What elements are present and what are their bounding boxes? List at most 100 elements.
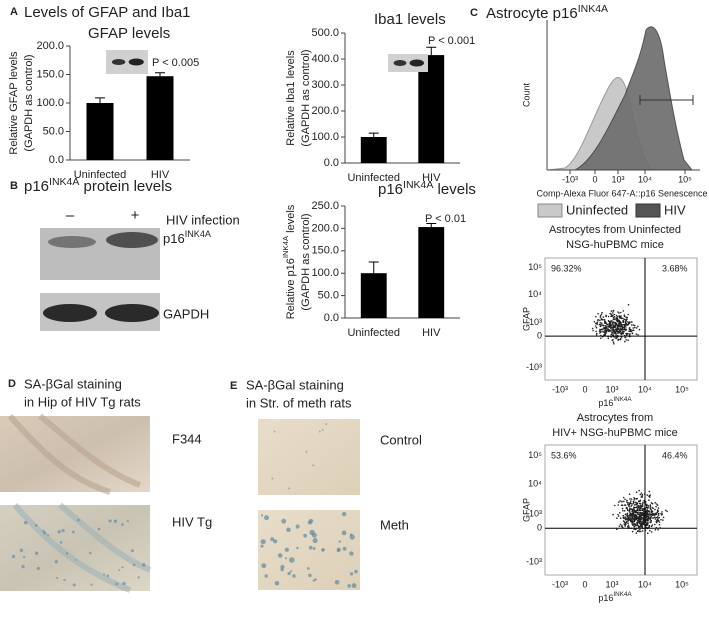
scatter-title: NSG-huPBMC mice bbox=[566, 239, 664, 251]
x-tick-label: 10⁵ bbox=[675, 579, 689, 589]
cell-dot bbox=[623, 517, 625, 520]
cell-dot bbox=[637, 529, 640, 532]
cell-dot bbox=[638, 489, 640, 492]
cell-dot bbox=[623, 523, 625, 525]
stain-speck bbox=[296, 546, 299, 550]
cell-dot bbox=[654, 501, 656, 504]
cell-dot bbox=[601, 328, 604, 331]
cell-dot bbox=[594, 325, 597, 327]
cell-dot bbox=[629, 498, 631, 500]
cell-dot bbox=[635, 327, 638, 329]
y-tick-label: 10⁵ bbox=[528, 450, 542, 460]
cell-dot bbox=[631, 329, 634, 332]
cell-dot bbox=[599, 316, 602, 318]
y-tick-label: 100.0 bbox=[311, 267, 339, 279]
cell-dot bbox=[617, 318, 619, 321]
annotation: P < 0.005 bbox=[152, 57, 199, 69]
cell-dot bbox=[633, 528, 635, 531]
image-label: F344 bbox=[172, 431, 202, 446]
stain-speck bbox=[341, 530, 347, 536]
text-part: levels bbox=[285, 204, 297, 236]
cell-dot bbox=[598, 323, 601, 326]
cell-dot bbox=[639, 526, 641, 528]
cell-dot bbox=[626, 316, 629, 319]
cell-dot bbox=[604, 320, 606, 323]
scatter-title: Astrocytes from Uninfected bbox=[549, 224, 681, 236]
cell-dot bbox=[599, 328, 601, 331]
cell-dot bbox=[640, 517, 643, 519]
cell-dot bbox=[620, 323, 623, 326]
cell-dot bbox=[605, 315, 607, 318]
cell-dot bbox=[596, 321, 599, 324]
cell-dot bbox=[626, 520, 628, 523]
cell-dot bbox=[604, 329, 606, 332]
cell-dot bbox=[635, 503, 638, 506]
cell-dot bbox=[639, 530, 642, 533]
stain-speck bbox=[121, 523, 124, 527]
cell-dot bbox=[660, 518, 662, 521]
cell-dot bbox=[616, 320, 619, 323]
cell-dot bbox=[628, 526, 630, 528]
cell-dot bbox=[660, 512, 662, 515]
cell-dot bbox=[613, 325, 615, 328]
cell-dot bbox=[633, 513, 635, 515]
cell-dot bbox=[632, 521, 634, 523]
bar bbox=[86, 103, 114, 160]
stain-speck bbox=[354, 569, 358, 574]
stain-speck bbox=[47, 534, 50, 537]
text-part: p16 bbox=[598, 398, 613, 408]
blot-band bbox=[43, 304, 97, 322]
legend-swatch bbox=[537, 203, 563, 218]
cell-dot bbox=[634, 511, 637, 514]
stain-speck bbox=[23, 520, 28, 525]
panel-title: in Hip of HIV Tg rats bbox=[24, 394, 141, 409]
cell-dot bbox=[625, 339, 627, 341]
cell-dot bbox=[623, 318, 626, 321]
cell-dot bbox=[624, 321, 627, 324]
scatter-title: HIV+ NSG-huPBMC mice bbox=[552, 427, 678, 439]
cell-dot bbox=[604, 325, 607, 327]
cell-dot bbox=[626, 509, 629, 512]
cell-dot bbox=[626, 332, 628, 335]
stain-speck bbox=[21, 564, 25, 569]
stain-speck bbox=[54, 560, 59, 564]
cell-dot bbox=[620, 333, 623, 336]
cell-dot bbox=[639, 507, 641, 509]
superscript: INK4A bbox=[281, 235, 290, 258]
x-tick-label: Uninfected bbox=[74, 169, 127, 181]
cell-dot bbox=[626, 515, 629, 518]
cell-dot bbox=[635, 333, 638, 335]
stain-speck bbox=[288, 487, 291, 490]
blot-band bbox=[128, 58, 144, 66]
stain-speck bbox=[141, 563, 146, 567]
cell-dot bbox=[634, 510, 637, 512]
cell-dot bbox=[639, 500, 641, 503]
cell-dot bbox=[636, 515, 638, 518]
stain-speck bbox=[36, 566, 40, 571]
cell-dot bbox=[622, 510, 624, 512]
x-tick-label: 0 bbox=[582, 579, 587, 589]
cell-dot bbox=[653, 512, 655, 515]
stain-speck bbox=[132, 563, 136, 567]
cell-dot bbox=[612, 316, 615, 319]
cell-dot bbox=[658, 521, 661, 523]
stain-speck bbox=[341, 511, 347, 517]
cell-dot bbox=[627, 322, 630, 325]
cell-dot bbox=[600, 313, 603, 316]
cell-dot bbox=[612, 324, 615, 326]
cell-dot bbox=[649, 513, 651, 515]
cell-dot bbox=[657, 517, 659, 520]
y-tick-label: 10³ bbox=[529, 317, 542, 327]
stain-speck bbox=[289, 557, 295, 563]
cell-dot bbox=[651, 510, 654, 513]
bar bbox=[146, 76, 174, 160]
cell-dot bbox=[604, 322, 607, 325]
quadrant-percent: 96.32% bbox=[551, 263, 582, 273]
panel-letter: B bbox=[10, 180, 18, 192]
cell-dot bbox=[603, 328, 606, 330]
error-bar bbox=[368, 261, 379, 274]
image-label: Meth bbox=[380, 517, 409, 532]
error-bar bbox=[426, 46, 437, 56]
y-tick-label: 50.0 bbox=[43, 125, 64, 137]
stain-speck bbox=[63, 578, 66, 582]
